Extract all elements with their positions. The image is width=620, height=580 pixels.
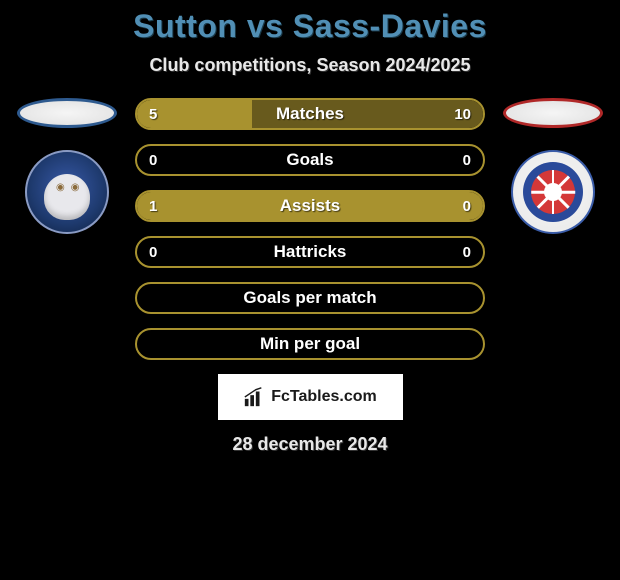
watermark-text: FcTables.com xyxy=(271,388,377,406)
right-team-column xyxy=(503,98,603,234)
comparison-infographic: Sutton vs Sass-Davies Club competitions,… xyxy=(0,0,620,455)
stats-bars: 5Matches100Goals01Assists00Hattricks0Goa… xyxy=(135,98,485,360)
bar-value-right: 0 xyxy=(463,198,471,215)
chart-icon xyxy=(243,386,265,408)
bar-label: Goals per match xyxy=(137,288,483,308)
bar-label: Goals xyxy=(137,150,483,170)
date-label: 28 december 2024 xyxy=(0,434,620,455)
wheel-icon xyxy=(531,170,575,214)
stat-bar: Goals per match xyxy=(135,282,485,314)
stat-bar: Min per goal xyxy=(135,328,485,360)
stat-bar: 0Goals0 xyxy=(135,144,485,176)
right-badge-inner xyxy=(523,162,583,222)
left-player-silhouette xyxy=(17,98,117,128)
watermark: FcTables.com xyxy=(218,374,403,420)
main-row: 5Matches100Goals01Assists00Hattricks0Goa… xyxy=(0,98,620,360)
bar-value-right: 10 xyxy=(454,106,471,123)
bar-value-right: 0 xyxy=(463,244,471,261)
subtitle: Club competitions, Season 2024/2025 xyxy=(0,55,620,76)
bar-label: Matches xyxy=(137,104,483,124)
bar-label: Min per goal xyxy=(137,334,483,354)
bar-label: Hattricks xyxy=(137,242,483,262)
stat-bar: 1Assists0 xyxy=(135,190,485,222)
left-team-column xyxy=(17,98,117,234)
right-player-silhouette xyxy=(503,98,603,128)
stat-bar: 5Matches10 xyxy=(135,98,485,130)
right-team-badge xyxy=(511,150,595,234)
bar-label: Assists xyxy=(137,196,483,216)
page-title: Sutton vs Sass-Davies xyxy=(0,8,620,45)
bar-value-right: 0 xyxy=(463,152,471,169)
left-team-badge xyxy=(25,150,109,234)
stat-bar: 0Hattricks0 xyxy=(135,236,485,268)
